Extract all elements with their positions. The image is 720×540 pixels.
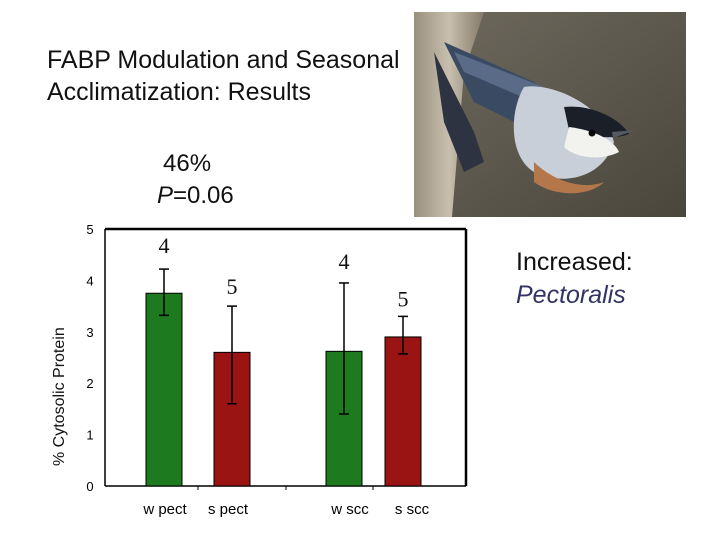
sample-size-label: 4 (339, 249, 350, 274)
bird-illustration (414, 12, 686, 217)
y-tick-label: 3 (86, 325, 93, 340)
y-tick-label: 2 (86, 376, 93, 391)
p-symbol: P (157, 182, 174, 209)
y-tick-label: 1 (86, 428, 93, 443)
y-tick-label: 0 (86, 479, 93, 494)
percent-change: 46% (163, 150, 212, 177)
sample-size-label: 5 (227, 274, 238, 299)
bar-s-scc (384, 336, 422, 487)
bar-w-pect (145, 292, 183, 487)
note-line-tissue: Pectoralis (516, 281, 626, 309)
x-category-label: s scc (395, 501, 430, 518)
x-category-label: w pect (142, 501, 187, 518)
slide-title: FABP Modulation and Seasonal Acclimatiza… (47, 46, 400, 106)
nuthatch-bird-photo (414, 12, 686, 217)
y-tick-label: 4 (86, 273, 93, 288)
p-value-number: =0.06 (173, 182, 234, 209)
y-tick-label: 5 (86, 222, 93, 237)
p-value: P=0.06 (157, 182, 234, 210)
x-category-label: s pect (208, 501, 249, 518)
note-line-increased: Increased: (516, 248, 633, 276)
result-note: Increased: Pectoralis (516, 246, 633, 312)
sample-size-label: 4 (159, 233, 170, 258)
x-category-label: w scc (330, 501, 369, 518)
sample-size-label: 5 (398, 286, 409, 311)
